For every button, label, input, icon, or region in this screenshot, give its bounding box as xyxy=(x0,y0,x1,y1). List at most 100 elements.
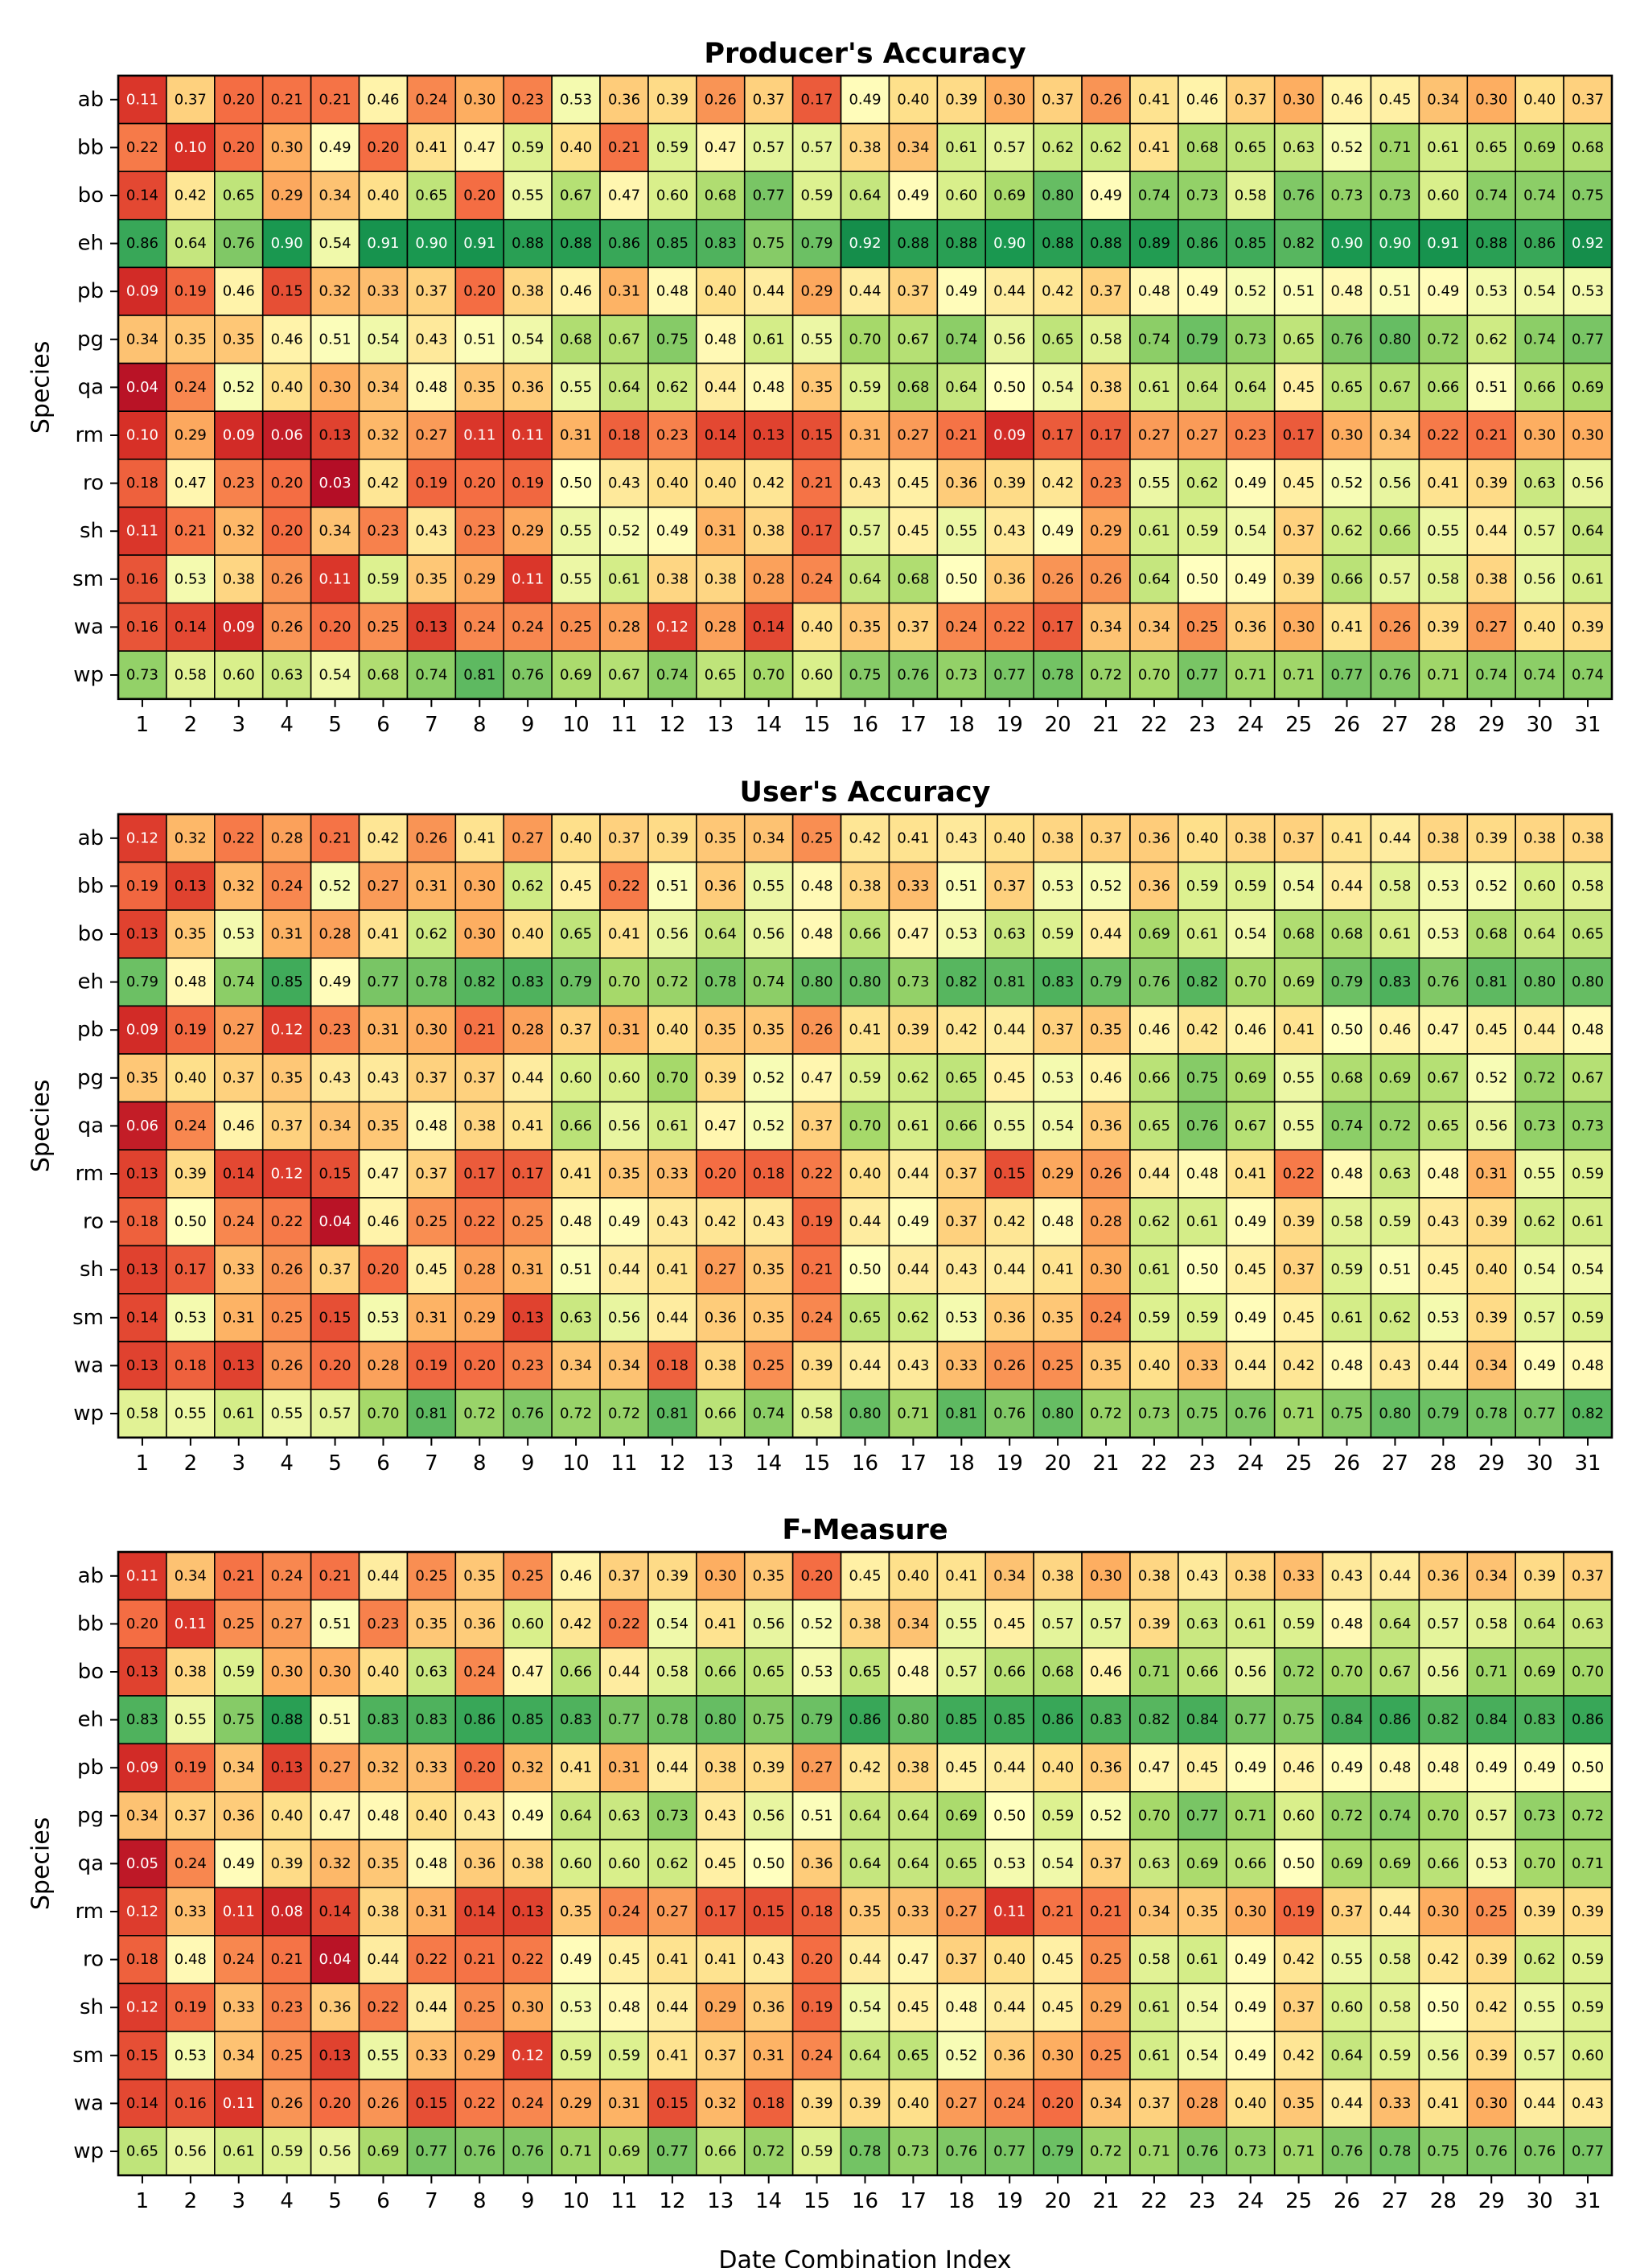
cell-value-label: 0.25 xyxy=(415,1567,447,1584)
cell-value-label: 0.18 xyxy=(753,2095,785,2112)
cell-value-label: 0.35 xyxy=(415,570,447,587)
cell-value-label: 0.36 xyxy=(608,91,640,108)
cell-value-label: 0.51 xyxy=(1379,283,1411,300)
y-tick-label: sh xyxy=(80,1995,104,2019)
heatmap-cell xyxy=(454,171,505,220)
cell-value-label: 0.35 xyxy=(1283,2095,1315,2112)
cell-value-label: 0.55 xyxy=(560,379,592,396)
cell-value-label: 0.70 xyxy=(1138,1807,1170,1824)
cell-value-label: 0.49 xyxy=(1235,1213,1267,1230)
cell-value-label: 0.56 xyxy=(608,1309,640,1326)
cell-value-label: 0.48 xyxy=(801,926,833,943)
cell-value-label: 0.77 xyxy=(1186,1807,1219,1824)
cell-value-label: 0.70 xyxy=(656,1069,689,1086)
cell-value-label: 0.17 xyxy=(801,91,833,108)
heatmap-cell xyxy=(647,458,697,508)
cell-value-label: 0.11 xyxy=(993,1904,1026,1920)
cell-value-label: 0.45 xyxy=(993,1616,1026,1632)
cell-value-label: 0.76 xyxy=(512,2143,544,2160)
cell-value-label: 0.83 xyxy=(1042,973,1074,990)
cell-value-label: 0.83 xyxy=(367,1711,399,1728)
cell-value-label: 0.41 xyxy=(705,1616,737,1632)
heatmap-cell xyxy=(743,122,794,173)
cell-value-label: 0.44 xyxy=(656,1309,689,1326)
cell-value-label: 0.21 xyxy=(271,91,303,108)
heatmap-cell xyxy=(117,1005,167,1055)
cell-value-label: 0.53 xyxy=(560,1999,592,2016)
heatmap-cell xyxy=(984,171,1034,220)
cell-value-label: 0.59 xyxy=(1283,1616,1315,1632)
x-tick-label: 5 xyxy=(328,1451,342,1476)
cell-value-label: 0.59 xyxy=(656,139,689,156)
cell-value-label: 0.37 xyxy=(415,1166,447,1183)
cell-value-label: 0.78 xyxy=(415,973,447,990)
cell-value-label: 0.44 xyxy=(1090,926,1122,943)
cell-value-label: 0.13 xyxy=(319,427,351,444)
cell-value-label: 0.49 xyxy=(223,1855,255,1872)
cell-value-label: 0.41 xyxy=(1235,1166,1267,1183)
cell-value-label: 0.38 xyxy=(705,1357,737,1374)
heatmap-cell xyxy=(358,315,409,364)
cell-value-label: 0.42 xyxy=(1475,1999,1507,2016)
cell-value-label: 0.44 xyxy=(753,283,785,300)
cell-value-label: 0.14 xyxy=(126,2095,158,2112)
cell-value-label: 0.49 xyxy=(1235,1309,1267,1326)
cell-value-label: 0.72 xyxy=(1330,1807,1363,1824)
cell-value-label: 0.47 xyxy=(897,1951,929,1968)
x-tick-label: 16 xyxy=(852,2189,878,2213)
cell-value-label: 0.44 xyxy=(849,1357,881,1374)
cell-value-label: 0.18 xyxy=(126,1213,158,1230)
cell-value-label: 0.92 xyxy=(1572,235,1604,252)
x-tick-label: 30 xyxy=(1527,1451,1553,1476)
heatmap-cell xyxy=(551,909,601,959)
cell-value-label: 0.73 xyxy=(656,1807,689,1824)
heatmap-cell xyxy=(1178,75,1227,125)
cell-value-label: 0.42 xyxy=(1042,283,1074,300)
cell-value-label: 0.34 xyxy=(175,1567,207,1584)
heatmap-cell xyxy=(888,861,939,911)
heatmap-cell xyxy=(1466,506,1516,556)
cell-value-label: 0.77 xyxy=(608,1711,640,1728)
cell-value-label: 0.72 xyxy=(656,973,689,990)
cell-value-label: 0.69 xyxy=(367,2143,399,2160)
cell-value-label: 0.72 xyxy=(1379,1118,1411,1134)
cell-value-label: 0.88 xyxy=(271,1711,303,1728)
cell-value-label: 0.48 xyxy=(1427,1166,1459,1183)
cell-value-label: 0.48 xyxy=(1330,283,1363,300)
x-tick-label: 25 xyxy=(1285,713,1312,737)
cell-value-label: 0.35 xyxy=(849,619,881,636)
heatmap-cell xyxy=(1418,75,1469,125)
heatmap-cell xyxy=(888,122,939,173)
cell-value-label: 0.20 xyxy=(126,1616,158,1632)
heatmap-cell xyxy=(1081,602,1131,652)
heatmap-cell xyxy=(1370,602,1420,652)
heatmap-cell xyxy=(1515,554,1564,604)
cell-value-label: 0.62 xyxy=(656,379,689,396)
heatmap-cell xyxy=(358,1053,409,1103)
cell-value-label: 0.61 xyxy=(656,1118,689,1134)
cell-value-label: 0.58 xyxy=(1138,1951,1170,1968)
cell-value-label: 0.11 xyxy=(463,427,495,444)
cell-value-label: 0.39 xyxy=(1523,1567,1556,1584)
cell-value-label: 0.40 xyxy=(560,829,592,846)
cell-value-label: 0.67 xyxy=(1427,1069,1459,1086)
cell-value-label: 0.65 xyxy=(415,187,447,204)
cell-value-label: 0.13 xyxy=(126,1262,158,1278)
cell-value-label: 0.11 xyxy=(512,427,544,444)
cell-value-label: 0.21 xyxy=(801,475,833,492)
cell-value-label: 0.29 xyxy=(801,283,833,300)
cell-value-label: 0.36 xyxy=(319,1999,351,2016)
cell-value-label: 0.59 xyxy=(849,1069,881,1086)
heatmap-cell xyxy=(1225,122,1276,173)
heatmap-cell xyxy=(1273,122,1324,173)
cell-value-label: 0.30 xyxy=(993,91,1026,108)
heatmap-cell xyxy=(551,1005,601,1055)
heatmap-cell xyxy=(1178,1005,1227,1055)
cell-value-label: 0.21 xyxy=(463,1022,495,1039)
cell-value-label: 0.64 xyxy=(849,570,881,587)
cell-value-label: 0.63 xyxy=(560,1309,592,1326)
heatmap-cell xyxy=(261,1005,312,1055)
cell-value-label: 0.25 xyxy=(1475,1904,1507,1920)
y-tick-label: sh xyxy=(80,519,104,543)
cell-value-label: 0.41 xyxy=(656,1262,689,1278)
